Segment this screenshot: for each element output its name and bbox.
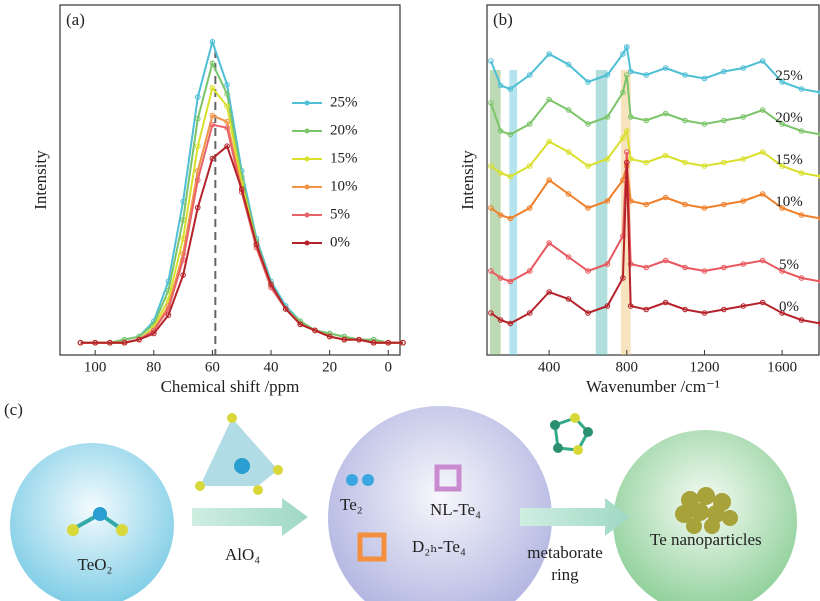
atom	[234, 458, 250, 474]
legend-label: 0%	[330, 234, 350, 250]
legend-label: 5%	[330, 206, 350, 222]
figure: 25% 20% 15% 10% 5% 0% 100 80 60 40 20 0 Chemical shi…	[0, 0, 820, 601]
x-tick-label: 80	[146, 359, 161, 375]
panel-label: (c)	[4, 400, 23, 420]
circle	[10, 443, 174, 601]
x-tick-label: 40	[264, 359, 279, 375]
atom	[67, 524, 79, 536]
y-axis-label: Intensity	[31, 150, 50, 210]
highlight-band	[596, 70, 608, 355]
x-axis-label: Wavenumber /cm⁻¹	[586, 377, 720, 396]
atom	[93, 507, 107, 521]
legend-marker	[305, 185, 310, 190]
x-axis-label: Chemical shift /ppm	[161, 377, 300, 396]
x-tick-label: 20	[322, 359, 337, 375]
series-label: 0%	[779, 299, 799, 315]
atom	[346, 474, 358, 486]
x-tick-label: 400	[538, 359, 561, 375]
legend-label: 20%	[330, 122, 358, 138]
atom	[253, 485, 263, 495]
panel-label: (b)	[493, 10, 513, 29]
arrow-label: metaborate ring	[515, 542, 615, 586]
arrow	[192, 498, 308, 536]
diagram-shapes	[10, 406, 797, 601]
arrow-label: AlO₄	[225, 545, 260, 565]
highlight-band	[509, 70, 517, 355]
node-label: TeO₂	[70, 555, 120, 575]
legend-marker	[305, 213, 310, 218]
series-label: 20%	[775, 110, 803, 126]
series-label: 25%	[775, 68, 803, 84]
legend-marker	[305, 101, 310, 106]
legend-label: 15%	[330, 150, 358, 166]
series-line	[491, 152, 820, 282]
atom	[362, 474, 374, 486]
plot-frame	[487, 5, 819, 355]
series-label: 15%	[775, 152, 803, 168]
legend-marker	[305, 157, 310, 162]
series-line	[491, 47, 820, 93]
series-label: 10%	[775, 194, 803, 210]
y-axis-label: Intensity	[458, 150, 477, 210]
x-tick-label: 60	[205, 359, 220, 375]
tetrahedron	[200, 418, 278, 486]
atom	[195, 481, 205, 491]
panel-label: (a)	[66, 10, 85, 29]
legend-marker	[305, 241, 310, 246]
legend-label: 10%	[330, 178, 358, 194]
node-label: NL-Te₄	[430, 500, 481, 520]
series-line	[491, 166, 820, 219]
atom	[116, 524, 128, 536]
ring-molecule	[550, 413, 593, 455]
node-label: Te nanoparticles	[650, 530, 762, 550]
series-line	[491, 131, 820, 177]
legend-label: 25%	[330, 94, 358, 110]
x-tick-label: 0	[385, 359, 393, 375]
x-tick-label: 1600	[767, 359, 797, 375]
series-line	[491, 75, 820, 135]
node-label: Te₂	[340, 495, 363, 515]
series-line	[491, 163, 820, 324]
x-tick-label: 1200	[689, 359, 719, 375]
legend-marker	[305, 129, 310, 134]
x-tick-label: 100	[84, 359, 107, 375]
figure-canvas: 25% 20% 15% 10% 5% 0% 100 80 60 40 20 0 Chemical shi…	[0, 0, 820, 601]
atom	[227, 413, 237, 423]
series-label: 5%	[779, 257, 799, 273]
atom	[273, 465, 283, 475]
x-tick-label: 800	[616, 359, 639, 375]
node-label: D₂ₕ-Te₄	[412, 537, 466, 557]
